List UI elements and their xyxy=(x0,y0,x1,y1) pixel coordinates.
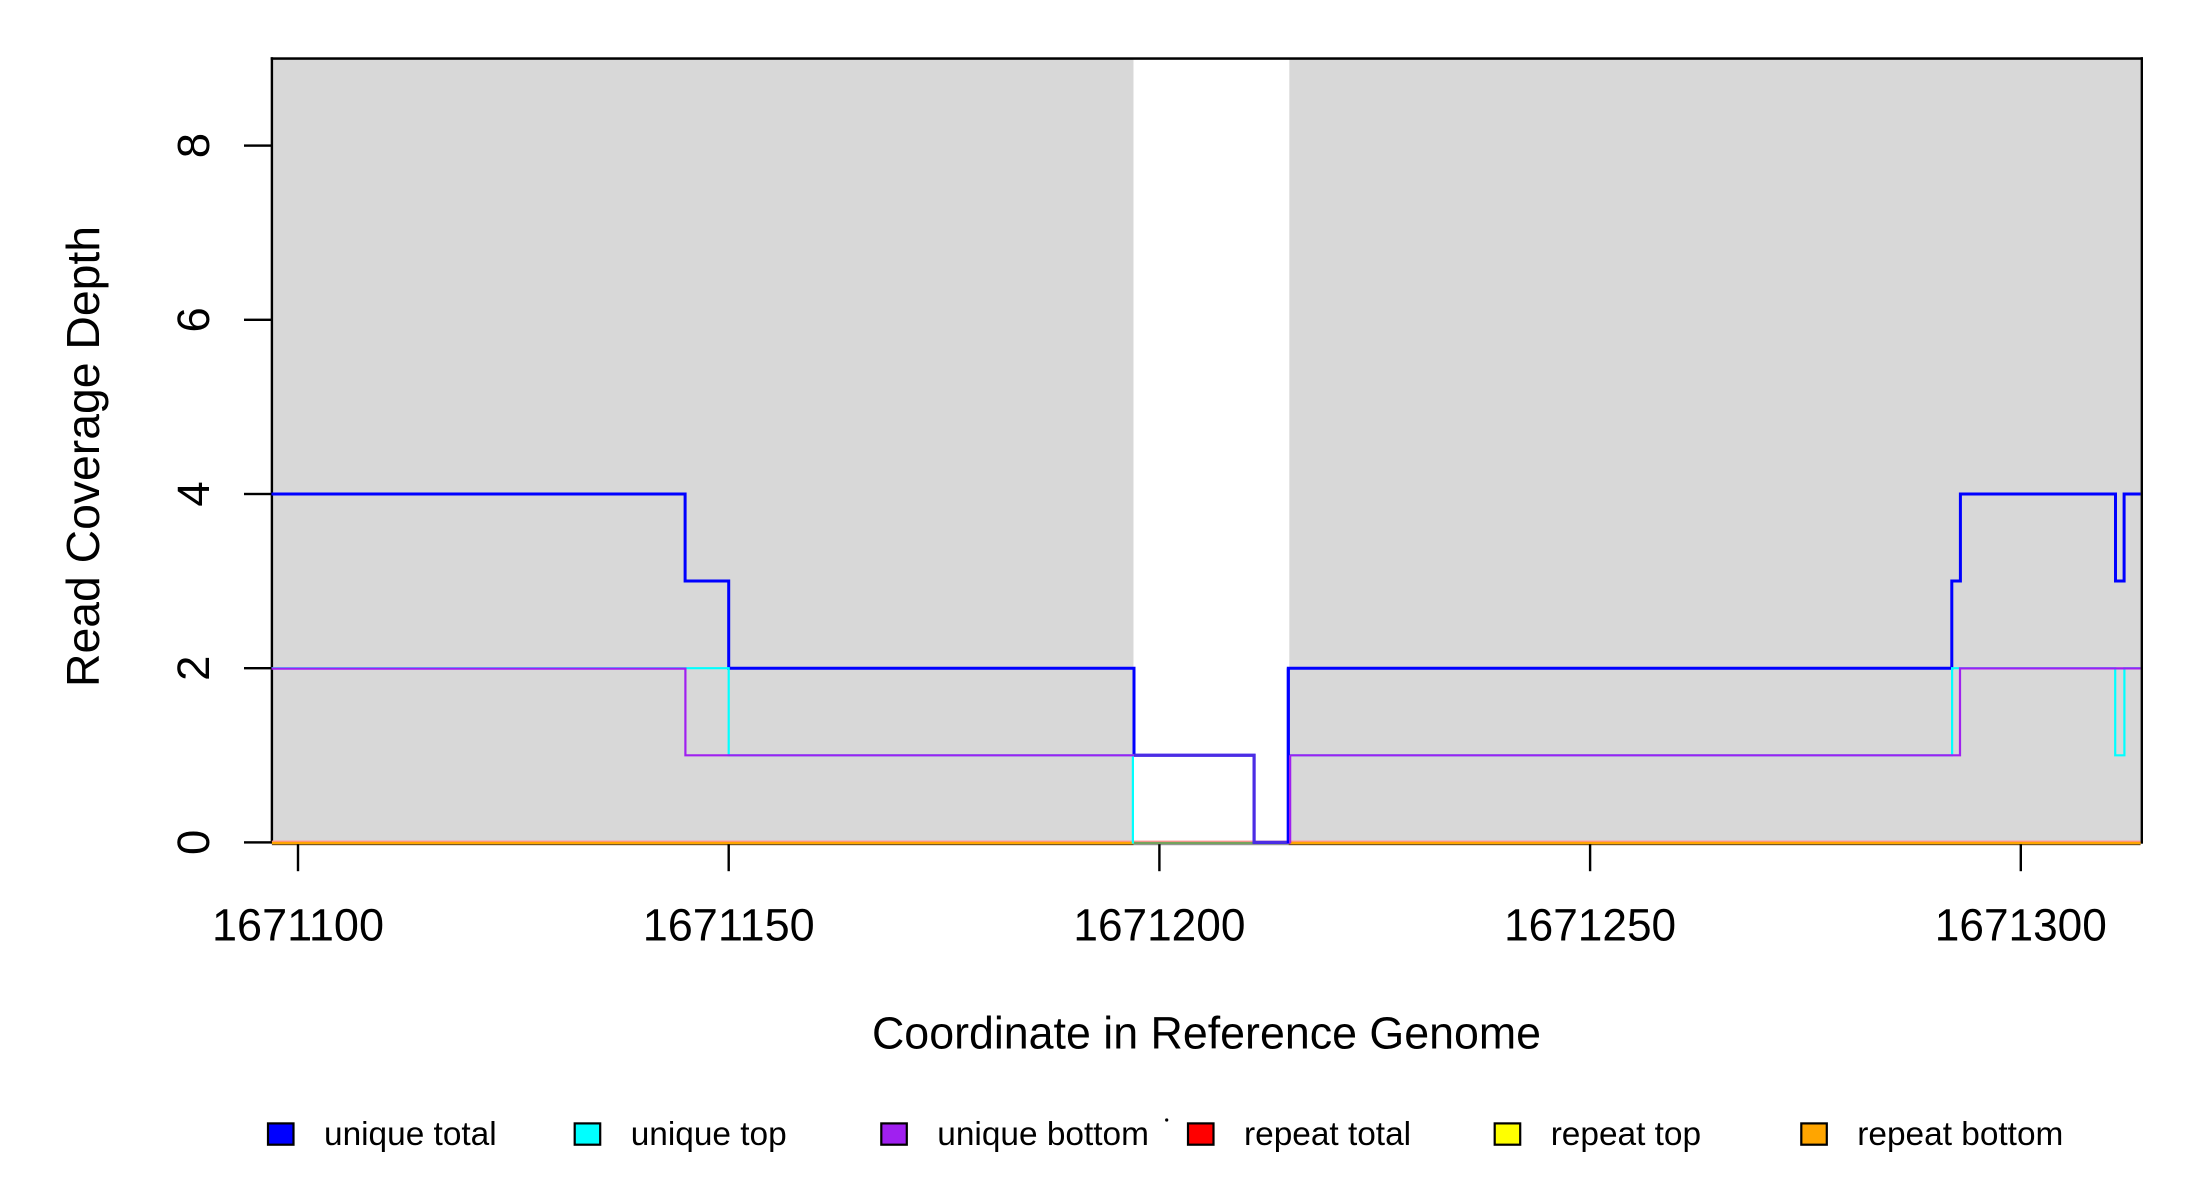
svg-text:4: 4 xyxy=(168,481,219,506)
svg-text:0: 0 xyxy=(168,830,219,855)
svg-text:1671200: 1671200 xyxy=(1073,900,1245,951)
svg-text:unique total: unique total xyxy=(324,1116,497,1153)
svg-text:repeat bottom: repeat bottom xyxy=(1857,1116,2063,1153)
svg-text:unique top: unique top xyxy=(631,1116,787,1153)
svg-text:1671250: 1671250 xyxy=(1504,900,1676,951)
svg-text:8: 8 xyxy=(168,133,219,158)
svg-text:Coordinate in Reference Genome: Coordinate in Reference Genome xyxy=(872,1008,1541,1059)
svg-text:1671300: 1671300 xyxy=(1935,900,2107,951)
svg-text:Read Coverage Depth: Read Coverage Depth xyxy=(57,226,109,687)
svg-text:unique bottom: unique bottom xyxy=(937,1116,1149,1153)
svg-text:repeat top: repeat top xyxy=(1551,1116,1701,1153)
svg-text:2: 2 xyxy=(168,656,219,681)
svg-text:6: 6 xyxy=(168,307,219,332)
svg-text:repeat total: repeat total xyxy=(1244,1116,1411,1153)
svg-text:1671100: 1671100 xyxy=(212,900,384,951)
svg-text:1671150: 1671150 xyxy=(643,900,815,951)
